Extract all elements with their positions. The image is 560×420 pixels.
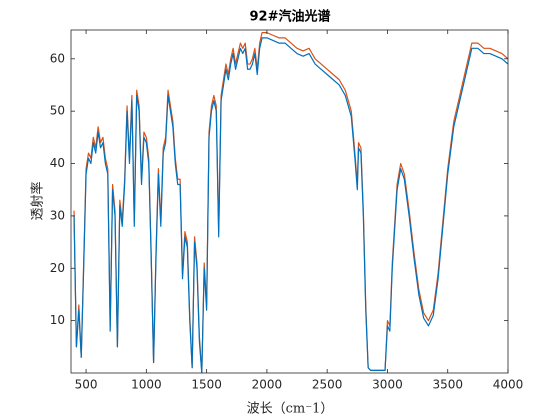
y-tick-label: 60: [50, 51, 65, 65]
x-tick-label: 1000: [131, 378, 162, 392]
plot-lines: [73, 32, 508, 373]
x-tick-label: 500: [75, 378, 98, 392]
x-tick-label: 4000: [493, 378, 524, 392]
x-tick-label: 1500: [191, 378, 222, 392]
x-tick-label: 3500: [432, 378, 463, 392]
y-tick-label: 30: [50, 208, 65, 222]
axes-box: [70, 29, 509, 374]
x-axis-label: 波长（cm⁻1）: [247, 402, 334, 417]
y-axis-label: 透射率: [30, 181, 46, 220]
y-tick-label: 50: [50, 104, 65, 118]
spectrum-line: [73, 37, 508, 373]
x-tick-label: 2500: [312, 378, 343, 392]
y-tick-label: 20: [50, 261, 65, 275]
x-tick-label: 3000: [372, 378, 403, 392]
chart-title: 92#汽油光谱: [250, 9, 331, 25]
x-tick-label: 2000: [252, 378, 283, 392]
y-tick-label: 40: [50, 156, 65, 170]
y-tick-label: 10: [50, 313, 65, 327]
